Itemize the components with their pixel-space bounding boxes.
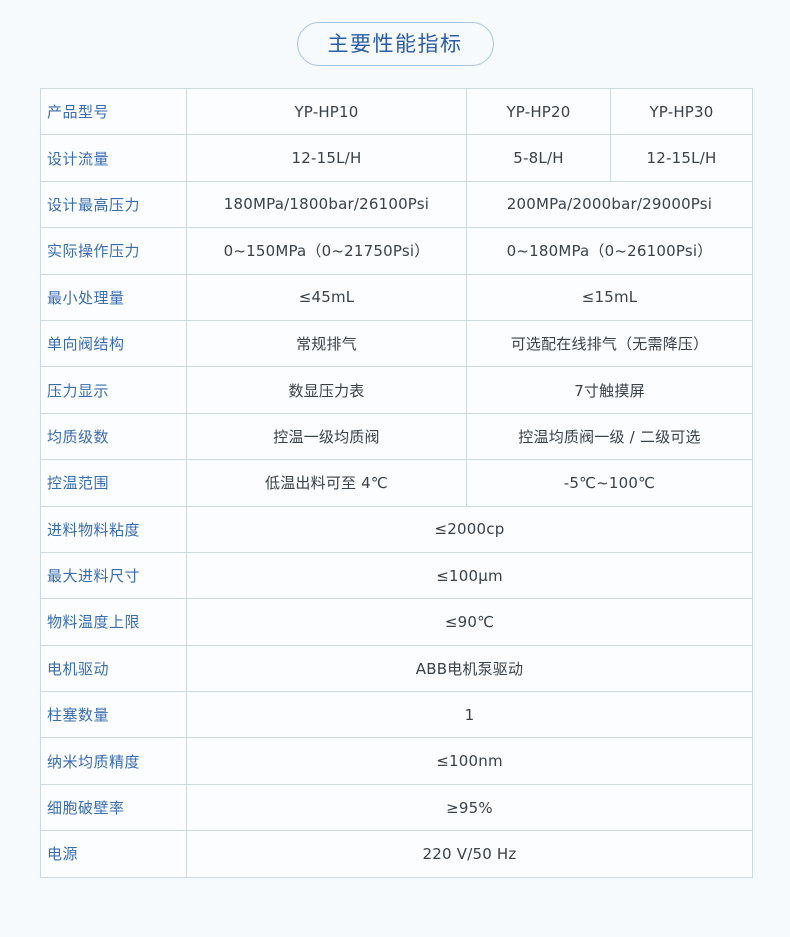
row-value-cell: 180MPa/1800bar/26100Psi: [186, 180, 467, 229]
row-label-cell: 进料物料粘度: [40, 505, 187, 553]
row-label-cell: 物料温度上限: [40, 598, 187, 646]
table-row: 控温范围 低温出料可至 4℃ -5℃~100℃: [40, 459, 753, 507]
row-value-cell: YP-HP10: [186, 87, 467, 136]
row-value-cell: ≤45mL: [186, 273, 467, 321]
row-label-cell: 细胞破壁率: [40, 783, 187, 832]
row-value-cell: ≤2000cp: [186, 505, 753, 553]
table-row: 电机驱动 ABB电机泵驱动: [40, 644, 753, 693]
row-value-cell: 12-15L/H: [186, 134, 467, 182]
row-label-cell: 最小处理量: [40, 273, 187, 321]
row-value-cell: ≤100nm: [186, 737, 753, 785]
row-value-cell: 控温一级均质阀: [186, 412, 467, 461]
table-row: 压力显示 数显压力表 7寸触摸屏: [40, 366, 753, 414]
table-row: 最大进料尺寸 ≤100μm: [40, 551, 753, 600]
row-label-cell: 控温范围: [40, 459, 187, 507]
table-row: 产品型号 YP-HP10 YP-HP20 YP-HP30: [40, 87, 753, 136]
page-title-pill: 主要性能指标: [296, 22, 494, 66]
table-row: 设计流量 12-15L/H 5-8L/H 12-15L/H: [40, 134, 753, 182]
row-label-cell: 实际操作压力: [40, 227, 187, 275]
table-row: 进料物料粘度 ≤2000cp: [40, 505, 753, 553]
row-value-cell: 可选配在线排气（无需降压）: [466, 319, 753, 368]
row-label-cell: 均质级数: [40, 412, 187, 461]
row-value-cell: 220 V/50 Hz: [186, 830, 753, 878]
row-value-cell: 7寸触摸屏: [466, 366, 753, 414]
specifications-table: 产品型号 YP-HP10 YP-HP20 YP-HP30 设计流量 12-15L/H 5-8…: [40, 87, 753, 878]
row-value-cell: 200MPa/2000bar/29000Psi: [466, 180, 753, 229]
table-row: 电源 220 V/50 Hz: [40, 830, 753, 878]
table-row: 均质级数 控温一级均质阀 控温均质阀一级 / 二级可选: [40, 412, 753, 461]
table-row: 柱塞数量 1: [40, 691, 753, 739]
row-value-cell: ≤100μm: [186, 551, 753, 600]
table-row: 最小处理量 ≤45mL ≤15mL: [40, 273, 753, 321]
row-value-cell: YP-HP20: [466, 87, 611, 136]
table-row: 细胞破壁率 ≥95%: [40, 783, 753, 832]
table-row: 纳米均质精度 ≤100nm: [40, 737, 753, 785]
row-label-cell: 产品型号: [40, 87, 187, 136]
table-row: 设计最高压力 180MPa/1800bar/26100Psi 200MPa/2000…: [40, 180, 753, 229]
row-value-cell: ≤15mL: [466, 273, 753, 321]
row-value-cell: 低温出料可至 4℃: [186, 459, 467, 507]
row-value-cell: 控温均质阀一级 / 二级可选: [466, 412, 753, 461]
spec-table-body: 产品型号 YP-HP10 YP-HP20 YP-HP30 设计流量 12-15L/H 5-8…: [40, 87, 753, 878]
row-value-cell: 0~180MPa（0~26100Psi）: [466, 227, 753, 275]
row-value-cell: ≤90℃: [186, 598, 753, 646]
row-label-cell: 设计最高压力: [40, 180, 187, 229]
row-label-cell: 设计流量: [40, 134, 187, 182]
page-title-container: 主要性能指标: [0, 22, 790, 66]
row-value-cell: YP-HP30: [610, 87, 753, 136]
row-value-cell: 1: [186, 691, 753, 739]
row-label-cell: 柱塞数量: [40, 691, 187, 739]
row-label-cell: 压力显示: [40, 366, 187, 414]
page-title: 主要性能指标: [327, 31, 463, 56]
row-value-cell: 数显压力表: [186, 366, 467, 414]
table-row: 物料温度上限 ≤90℃: [40, 598, 753, 646]
row-label-cell: 电机驱动: [40, 644, 187, 693]
row-label-cell: 最大进料尺寸: [40, 551, 187, 600]
row-label-cell: 单向阀结构: [40, 319, 187, 368]
row-label-cell: 纳米均质精度: [40, 737, 187, 785]
row-value-cell: 5-8L/H: [466, 134, 611, 182]
row-label-cell: 电源: [40, 830, 187, 878]
spec-table-container: 产品型号 YP-HP10 YP-HP20 YP-HP30 设计流量 12-15L/H 5-8…: [40, 87, 753, 878]
row-value-cell: 12-15L/H: [610, 134, 753, 182]
row-value-cell: -5℃~100℃: [466, 459, 753, 507]
row-value-cell: ≥95%: [186, 783, 753, 832]
row-value-cell: ABB电机泵驱动: [186, 644, 753, 693]
row-value-cell: 常规排气: [186, 319, 467, 368]
table-row: 实际操作压力 0~150MPa（0~21750Psi） 0~180MPa（0~261…: [40, 227, 753, 275]
row-value-cell: 0~150MPa（0~21750Psi）: [186, 227, 467, 275]
table-row: 单向阀结构 常规排气 可选配在线排气（无需降压）: [40, 319, 753, 368]
